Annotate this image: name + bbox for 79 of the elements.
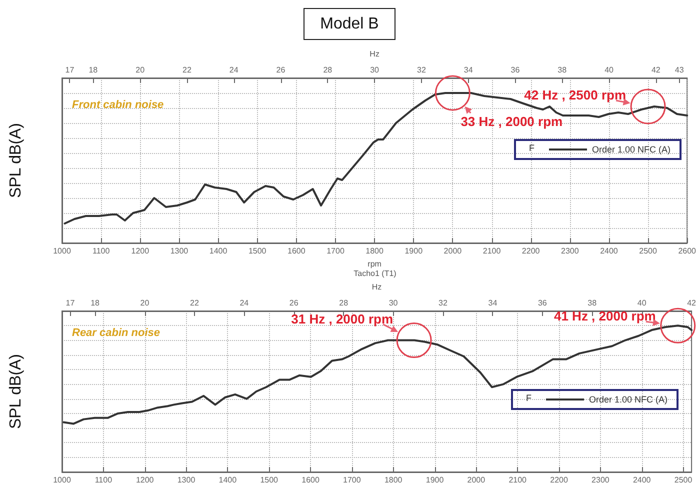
- x-tick-label: 1400: [218, 476, 238, 484]
- x-tick-label: 1500: [260, 476, 279, 484]
- x2-tick-label: 42: [687, 298, 697, 308]
- x2-tick-label: 22: [190, 298, 200, 308]
- x-tick-label: 2300: [592, 476, 610, 484]
- annotation: 31 Hz , 2000 rpm: [291, 311, 394, 326]
- x-tick-label: 2000: [467, 476, 486, 484]
- x2-tick-label: 22: [182, 66, 192, 74]
- x2-tick-label: 26: [276, 66, 286, 74]
- annotation: 42 Hz , 2500 rpm: [524, 88, 626, 102]
- x2-tick-label: 17: [65, 66, 75, 74]
- x2-tick-label: 38: [588, 298, 598, 308]
- x-tick-label: 1100: [92, 246, 110, 256]
- x-tick-label: 1800: [366, 246, 384, 256]
- x-tick-label: 1500: [248, 246, 267, 256]
- x-tick-label: 1300: [170, 246, 189, 256]
- x2-axis-title: Hz: [370, 50, 380, 58]
- x-tick-label: 2200: [550, 476, 568, 484]
- x-tick-label: 1300: [177, 476, 196, 484]
- x-tick-label: 1700: [326, 246, 345, 256]
- legend-title: F: [529, 143, 535, 153]
- x2-tick-label: 20: [140, 298, 150, 308]
- x-tick-label: 1400: [209, 246, 228, 256]
- x-tick-label: 2000: [444, 246, 462, 256]
- x2-tick-label: 26: [289, 298, 299, 308]
- x-tick-label: 1200: [131, 246, 150, 256]
- annotation: 41 Hz , 2000 rpm: [554, 308, 656, 324]
- annotation: Front cabin noise: [72, 99, 164, 111]
- x-tick-label: 1700: [343, 476, 362, 484]
- x-tick-label: 2600: [678, 246, 697, 256]
- x-tick-label: 1900: [404, 246, 424, 256]
- legend-label: Order 1.00 NFC (A): [589, 394, 668, 404]
- x-tick-label: 2400: [632, 476, 652, 484]
- x-tick-label: 2100: [508, 476, 528, 484]
- x2-tick-label: 28: [339, 298, 349, 308]
- x2-tick-label: 32: [416, 66, 426, 74]
- x2-tick-label: 18: [88, 66, 98, 74]
- x2-tick-label: 18: [90, 298, 100, 308]
- x2-tick-label: 30: [370, 66, 380, 74]
- x-tick-label: 1100: [94, 476, 113, 484]
- y-axis-title: SPL dB(A): [8, 354, 24, 429]
- x2-tick-label: 30: [388, 298, 398, 308]
- x2-tick-label: 28: [323, 66, 333, 74]
- x2-tick-label: 40: [604, 66, 614, 74]
- legend-title: F: [526, 393, 532, 403]
- x2-tick-label: 38: [558, 66, 568, 74]
- annotation: 33 Hz , 2000 rpm: [460, 114, 563, 129]
- x2-tick-label: 42: [651, 66, 661, 74]
- legend-label: Order 1.00 NFC (A): [592, 144, 671, 154]
- x-tick-label: 1000: [53, 476, 72, 484]
- x2-tick-label: 40: [637, 298, 647, 308]
- x-tick-label: 2400: [600, 246, 618, 256]
- x-tick-label: 2500: [639, 246, 658, 256]
- x-tick-label: 1600: [288, 246, 306, 256]
- x-tick-label: 1800: [384, 476, 403, 484]
- x2-tick-label: 36: [538, 298, 548, 308]
- x2-tick-label: 24: [229, 66, 239, 74]
- x2-tick-label: 24: [240, 298, 250, 308]
- x2-tick-label: 17: [66, 298, 76, 308]
- y-axis-title: SPL dB(A): [8, 123, 24, 198]
- text: Tacho1 (T1): [354, 269, 397, 278]
- x2-axis-title: Hz: [372, 282, 382, 292]
- x-tick-label: 2500: [674, 476, 693, 484]
- x-tick-label: 1600: [302, 476, 320, 484]
- x-tick-label: 1000: [53, 246, 72, 256]
- x-tick-label: 2200: [522, 246, 540, 256]
- x2-tick-label: 36: [510, 66, 520, 74]
- chart-title: Model B: [320, 16, 379, 32]
- x-tick-label: 1900: [426, 476, 444, 484]
- x-tick-label: 2100: [482, 246, 502, 256]
- x-axis-title: rpm: [368, 259, 382, 268]
- x-tick-label: 1200: [136, 476, 154, 484]
- annotation: Rear cabin noise: [72, 327, 160, 339]
- x2-tick-label: 32: [438, 298, 448, 308]
- x-tick-label: 2300: [560, 246, 580, 256]
- x2-tick-label: 34: [464, 66, 474, 74]
- x2-tick-label: 43: [674, 66, 684, 74]
- x2-tick-label: 20: [136, 66, 146, 74]
- x2-tick-label: 34: [488, 298, 498, 308]
